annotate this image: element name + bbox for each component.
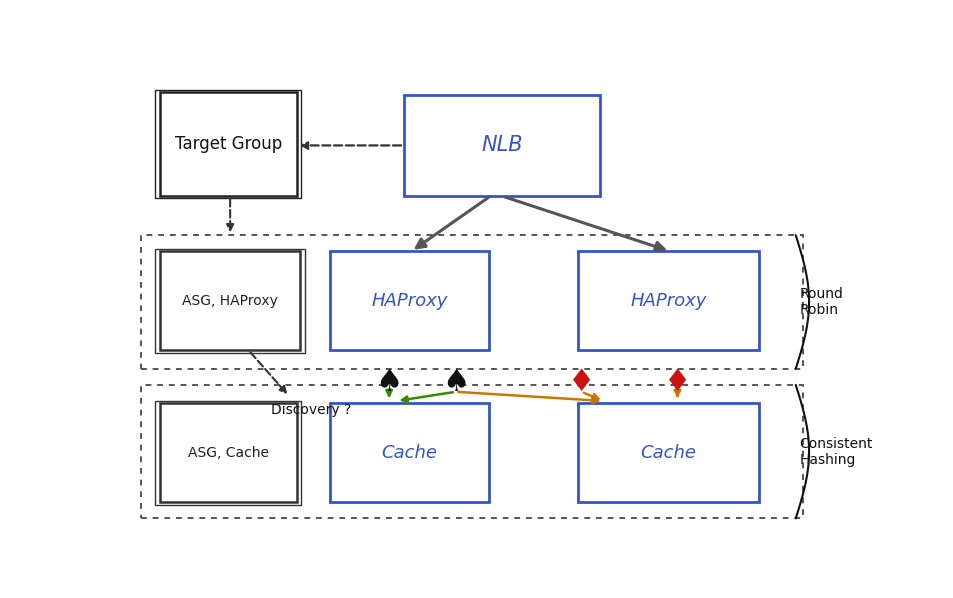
Bar bbox=[155, 90, 301, 199]
Text: Cache: Cache bbox=[639, 444, 696, 462]
Text: ♦: ♦ bbox=[663, 368, 690, 397]
Bar bbox=[155, 401, 301, 505]
Bar bbox=[160, 403, 296, 502]
Text: Consistent
Hashing: Consistent Hashing bbox=[799, 437, 872, 467]
Text: Target Group: Target Group bbox=[174, 135, 282, 153]
Text: ASG, HAProxy: ASG, HAProxy bbox=[182, 294, 277, 308]
Text: HAProxy: HAProxy bbox=[371, 292, 447, 310]
Bar bbox=[403, 95, 599, 196]
Text: Round
Robin: Round Robin bbox=[799, 287, 842, 317]
Text: HAProxy: HAProxy bbox=[629, 292, 705, 310]
Text: ♦: ♦ bbox=[567, 368, 595, 397]
Bar bbox=[160, 251, 300, 350]
Bar bbox=[577, 403, 758, 502]
Text: Cache: Cache bbox=[381, 444, 437, 462]
Bar bbox=[160, 93, 296, 196]
Text: ♠: ♠ bbox=[441, 368, 469, 397]
Bar bbox=[141, 385, 802, 518]
Bar bbox=[155, 249, 305, 353]
Text: ASG, Cache: ASG, Cache bbox=[188, 446, 269, 460]
Bar bbox=[330, 251, 488, 350]
Text: Discovery ?: Discovery ? bbox=[271, 403, 351, 417]
Text: NLB: NLB bbox=[480, 135, 522, 155]
Bar bbox=[330, 403, 488, 502]
Bar bbox=[141, 235, 802, 369]
Bar bbox=[577, 251, 758, 350]
Text: ♠: ♠ bbox=[375, 368, 402, 397]
